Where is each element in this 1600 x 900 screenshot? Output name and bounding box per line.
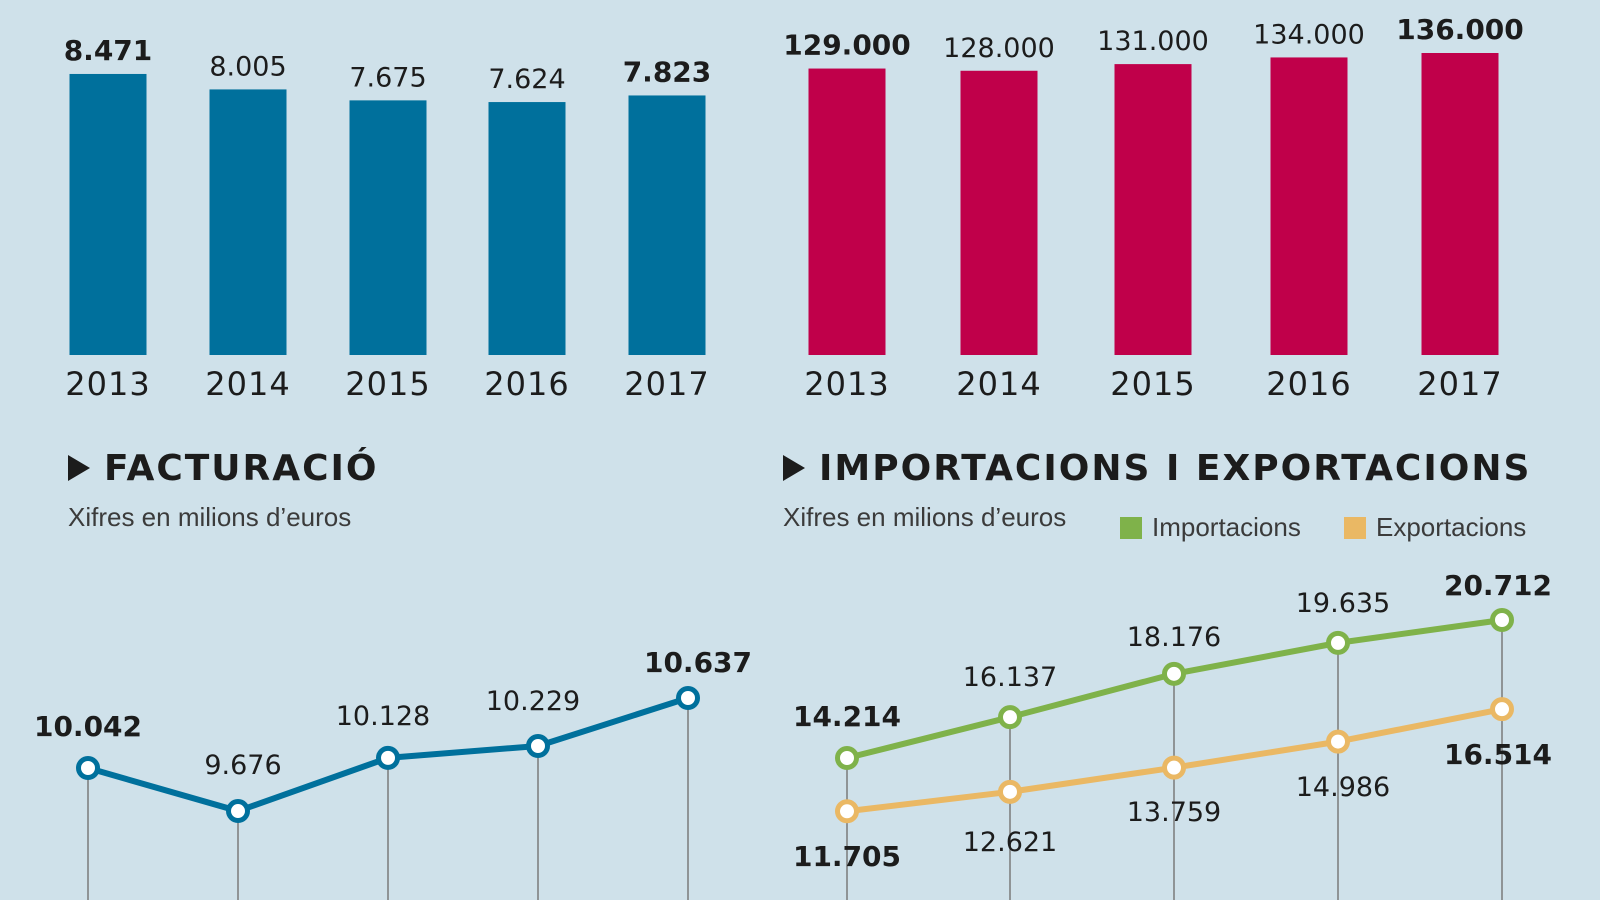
import-export-point-importacions [1490,608,1514,632]
legend-swatch-orange [1344,517,1366,539]
import-export-data-label: 18.176 [1127,622,1221,653]
import-export-point-exportacions [1490,697,1514,722]
facturacio-data-label: 10.229 [486,686,580,717]
units-bar-value-label: 136.000 [1396,13,1524,46]
import-export-point-exportacions [1162,755,1186,780]
units-year-label: 2014 [956,365,1041,403]
units-bar-2013 [808,68,886,355]
import-export-point-exportacions [1326,729,1350,754]
import-export-point-importacions [1162,661,1186,686]
import-export-data-label: 16.514 [1444,738,1552,771]
triangle-bullet-icon [783,455,805,481]
facturacio-data-label: 10.042 [34,710,142,743]
import-export-subtitle: Xifres en milions d’euros [783,502,1067,532]
import-export-data-label: 14.214 [793,700,901,733]
units-bar-2016 [1270,57,1348,356]
billing-bar-2015 [349,100,427,355]
units-year-label: 2016 [1266,365,1351,403]
import-export-data-label: 16.137 [963,662,1057,693]
facturacio-data-label: 10.637 [644,646,752,679]
units-year-label: 2017 [1417,365,1502,403]
facturacio-subtitle: Xifres en milions d’euros [68,502,352,532]
units-bar-value-label: 128.000 [943,33,1055,64]
billing-year-label: 2015 [345,365,430,403]
bar-chart-right: 129.000 2013 128.000 2014 131.000 2015 134.000… [783,13,1524,403]
billing-year-label: 2014 [205,365,290,403]
import-export-title: IMPORTACIONS I EXPORTACIONS [819,448,1532,489]
billing-year-label: 2017 [624,365,709,403]
line-chart-import-export: 14.214 16.137 18.176 19.635 20.712 11.705 12.6… [793,569,1552,900]
facturacio-heading: FACTURACIÓ [68,448,379,489]
billing-year-label: 2016 [484,365,569,403]
import-export-data-label: 19.635 [1296,588,1390,619]
billing-year-label: 2013 [65,365,150,403]
billing-bar-value-label: 7.675 [349,62,426,93]
triangle-bullet-icon [68,455,90,481]
import-export-data-label: 13.759 [1127,797,1221,828]
units-bar-value-label: 131.000 [1097,26,1209,57]
billing-bar-value-label: 7.823 [623,55,712,88]
units-year-label: 2015 [1110,365,1195,403]
billing-bar-value-label: 7.624 [488,64,565,95]
billing-bar-value-label: 8.471 [64,34,153,67]
import-export-data-label: 12.621 [963,827,1057,858]
legend-swatch-green [1120,517,1142,539]
billing-bar-2014 [209,89,287,355]
facturacio-point-facturació [76,756,100,780]
import-export-point-importacions [1326,630,1350,655]
billing-bar-2017 [628,95,706,355]
bar-chart-left: 8.471 2013 8.005 2014 7.675 2015 7.624 2016 7.82… [64,34,712,403]
billing-bar-2013 [69,73,147,355]
facturacio-data-label: 10.128 [336,701,430,732]
facturacio-point-facturació [676,686,700,710]
units-bar-2014 [960,70,1038,355]
facturacio-point-facturació [376,745,400,770]
legend-imports-label: Importacions [1152,512,1301,542]
import-export-point-exportacions [835,799,859,824]
import-export-point-importacions [998,705,1022,730]
facturacio-title: FACTURACIÓ [104,448,379,489]
import-export-point-importacions [835,746,859,770]
legend-imports: Importacions [1120,512,1301,543]
units-bar-value-label: 134.000 [1253,19,1365,50]
billing-bar-value-label: 8.005 [209,51,286,82]
units-year-label: 2013 [804,365,889,403]
legend-exports: Exportacions [1344,512,1526,543]
import-export-point-exportacions [998,779,1022,804]
import-export-data-label: 14.986 [1296,772,1390,803]
import-export-data-label: 11.705 [793,840,901,873]
facturacio-point-facturació [226,799,250,824]
import-export-heading: IMPORTACIONS I EXPORTACIONS [783,448,1531,489]
import-export-data-label: 20.712 [1444,569,1552,602]
line-chart-facturacio: 10.042 9.676 10.128 10.229 10.637 [34,646,752,900]
units-bar-2015 [1114,64,1192,356]
facturacio-data-label: 9.676 [204,750,281,781]
billing-bar-2016 [488,102,566,355]
units-bar-2017 [1421,53,1499,355]
facturacio-point-facturació [526,734,550,758]
legend-exports-label: Exportacions [1376,512,1527,542]
units-bar-value-label: 129.000 [783,29,911,62]
